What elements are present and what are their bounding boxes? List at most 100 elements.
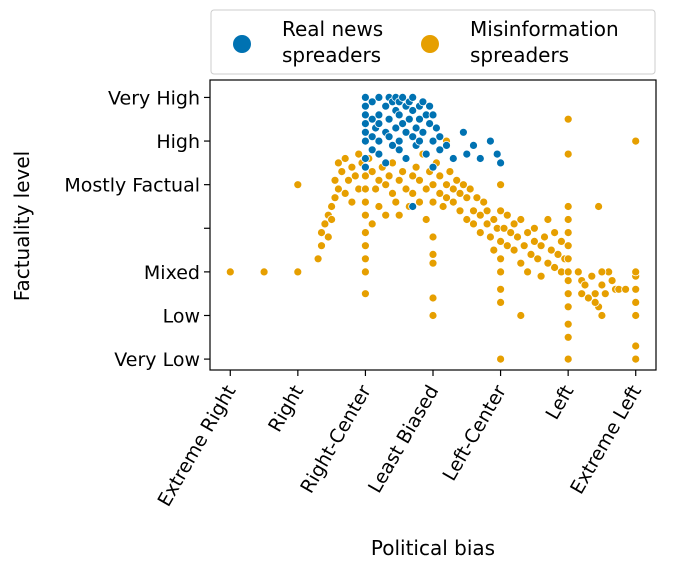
point-misinformation (563, 289, 573, 299)
point-real-news (360, 110, 370, 120)
point-misinformation (428, 180, 438, 190)
point-real-news (367, 97, 377, 107)
point-misinformation (563, 354, 573, 364)
point-misinformation (360, 241, 370, 251)
point-misinformation (563, 332, 573, 342)
point-misinformation (621, 284, 630, 294)
point-real-news (428, 110, 438, 120)
legend: Real news spreaders Misinformation sprea… (210, 9, 656, 75)
point-misinformation (313, 254, 323, 264)
point-misinformation (543, 215, 553, 224)
point-misinformation (563, 114, 573, 124)
point-misinformation (394, 175, 404, 185)
point-real-news (415, 114, 424, 124)
point-misinformation (360, 210, 370, 220)
point-misinformation (607, 276, 617, 286)
point-real-news (391, 123, 401, 133)
x-tick-label: Left-Center (439, 381, 511, 484)
point-misinformation (590, 297, 600, 307)
point-real-news (360, 154, 370, 163)
point-misinformation (462, 215, 472, 224)
point-misinformation (360, 184, 370, 194)
point-misinformation (293, 180, 303, 190)
point-misinformation (360, 254, 370, 264)
point-misinformation (337, 167, 347, 177)
point-misinformation (631, 311, 641, 320)
point-real-news (408, 202, 418, 211)
point-real-news (415, 136, 424, 146)
point-real-news (398, 93, 408, 102)
point-misinformation (523, 267, 532, 277)
point-misinformation (590, 289, 600, 299)
point-misinformation (354, 149, 364, 159)
point-misinformation (350, 171, 360, 181)
point-real-news (381, 101, 391, 111)
point-misinformation (597, 280, 607, 290)
point-misinformation (360, 267, 370, 277)
point-misinformation (516, 258, 526, 268)
point-misinformation (553, 249, 563, 259)
point-misinformation (347, 162, 357, 172)
point-misinformation (452, 175, 462, 185)
point-misinformation (631, 354, 641, 364)
point-misinformation (401, 184, 411, 194)
point-misinformation (435, 171, 445, 181)
point-misinformation (631, 267, 641, 277)
point-misinformation (340, 188, 350, 198)
point-real-news (388, 140, 397, 150)
point-real-news (425, 101, 435, 111)
point-misinformation (550, 263, 559, 272)
x-axis-title: Political bias (371, 536, 495, 560)
x-tick-label: Right-Center (296, 381, 376, 497)
point-misinformation (394, 210, 404, 220)
point-misinformation (293, 267, 303, 277)
point-misinformation (496, 236, 506, 246)
point-misinformation (523, 228, 532, 238)
point-real-news (360, 119, 370, 128)
y-tick-label: Mixed (144, 262, 200, 284)
point-real-news (374, 136, 384, 146)
point-misinformation (317, 228, 326, 238)
point-misinformation (557, 236, 566, 246)
point-real-news (408, 106, 418, 115)
point-real-news (374, 110, 384, 120)
point-misinformation (563, 254, 573, 264)
point-misinformation (594, 202, 603, 211)
point-misinformation (587, 271, 597, 281)
point-misinformation (496, 284, 506, 294)
point-misinformation (428, 249, 438, 259)
point-real-news (367, 132, 377, 142)
point-real-news (384, 132, 394, 142)
legend-label-real-news-line1: Real news (282, 17, 383, 41)
point-misinformation (482, 219, 492, 229)
x-tick-label: Left (542, 382, 579, 424)
point-real-news (448, 154, 458, 163)
point-misinformation (381, 180, 391, 190)
point-real-news (360, 127, 370, 137)
point-misinformation (421, 215, 431, 224)
point-misinformation (330, 175, 340, 185)
point-real-news (411, 123, 421, 133)
point-misinformation (455, 206, 465, 216)
point-misinformation (509, 245, 519, 255)
point-misinformation (550, 228, 559, 238)
point-misinformation (327, 215, 337, 224)
point-misinformation (563, 319, 573, 329)
point-real-news (475, 154, 485, 163)
point-misinformation (540, 232, 549, 242)
point-misinformation (563, 202, 573, 211)
point-real-news (428, 162, 438, 172)
point-misinformation (438, 202, 448, 211)
point-misinformation (496, 180, 506, 190)
legend-marker-real-news (233, 35, 251, 53)
point-misinformation (577, 289, 587, 299)
y-axis-title: Factuality level (10, 151, 34, 301)
point-real-news (394, 145, 404, 155)
point-misinformation (408, 188, 418, 198)
point-misinformation (442, 193, 451, 203)
point-real-news (398, 119, 408, 128)
point-misinformation (530, 223, 539, 233)
point-misinformation (333, 158, 343, 168)
